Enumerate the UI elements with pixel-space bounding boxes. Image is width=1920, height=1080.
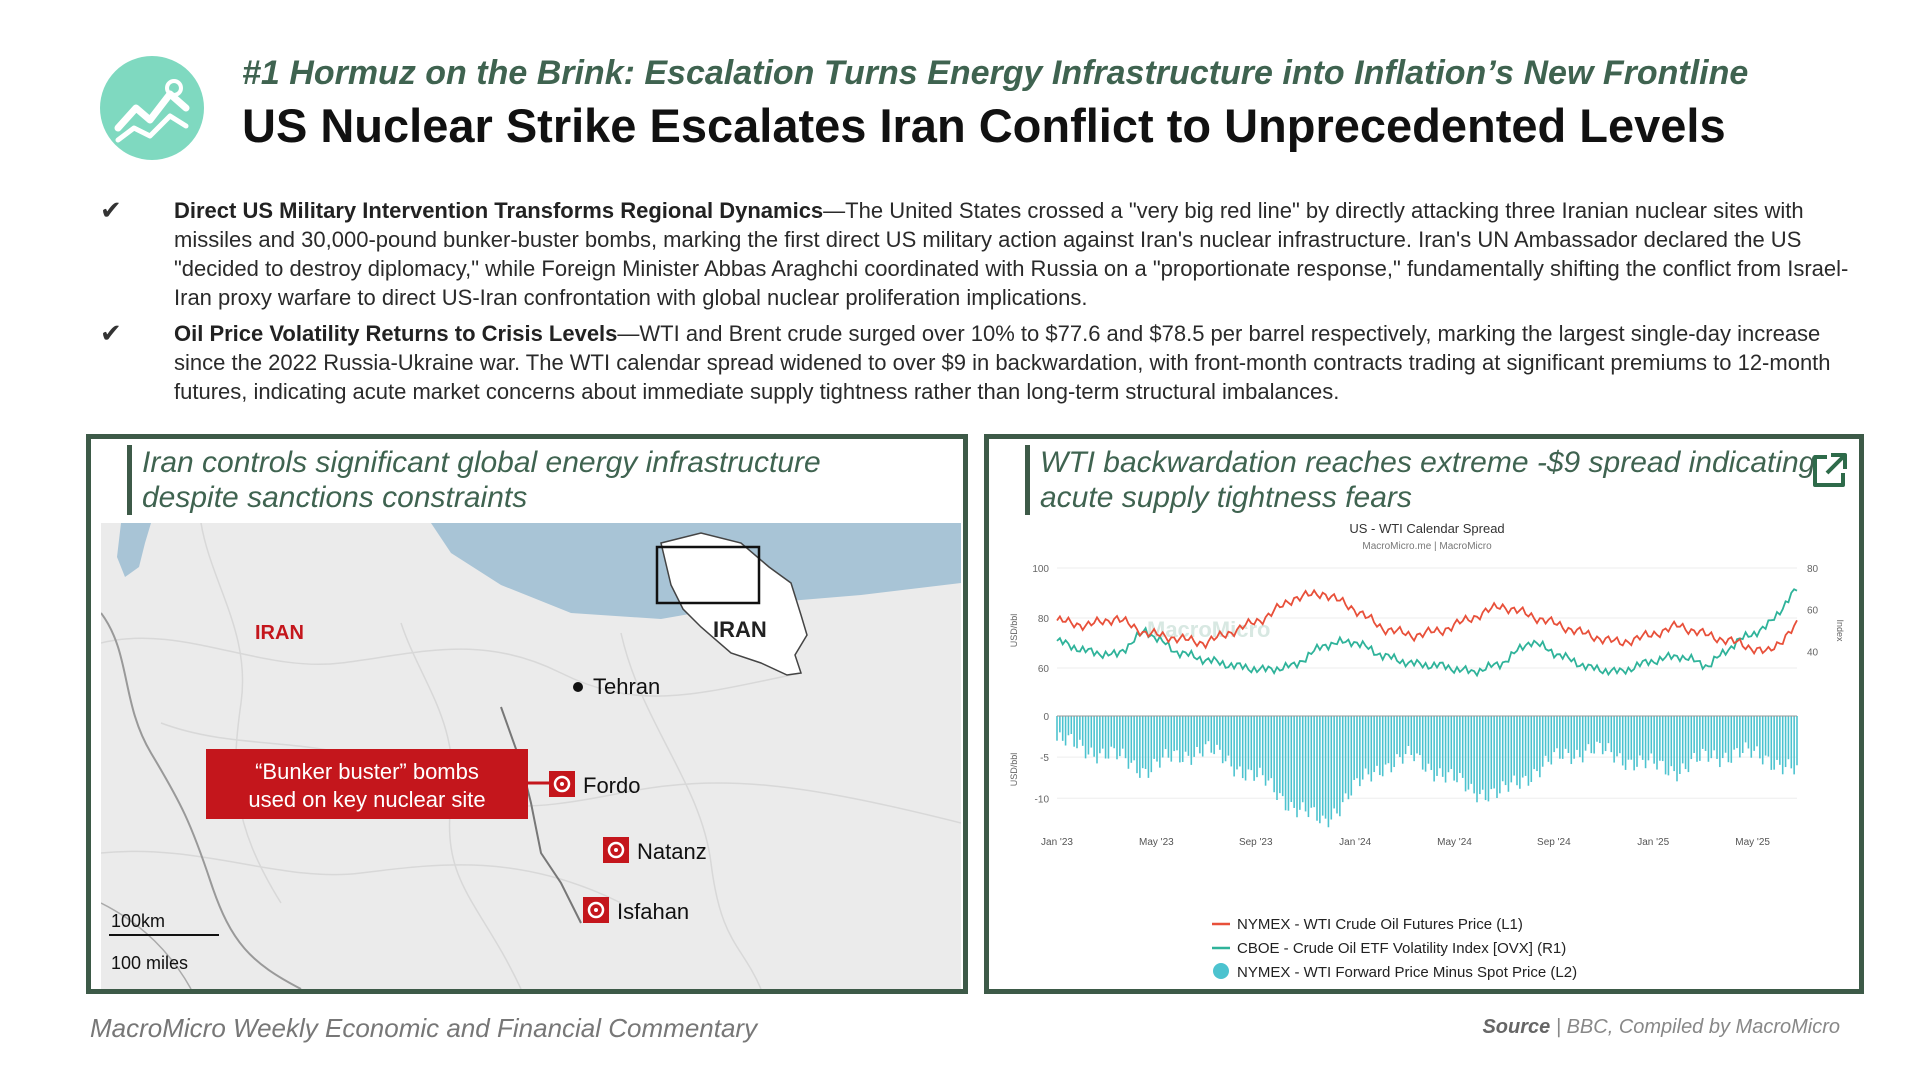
y-tick-label: -5 <box>1040 753 1049 764</box>
chart-legend: NYMEX - WTI Crude Oil Futures Price (L1)… <box>1212 916 1577 981</box>
bullet-text: —The United States crossed a "very big r… <box>174 198 1849 310</box>
page-subtitle: #1 Hormuz on the Brink: Escalation Turns… <box>242 54 1749 92</box>
trend-chart-icon <box>114 79 190 143</box>
source-text: | BBC, Compiled by MacroMicro <box>1550 1016 1840 1038</box>
x-tick-label: Sep '24 <box>1537 837 1571 848</box>
x-tick-label: May '23 <box>1139 837 1174 848</box>
footer-commentary: MacroMicro Weekly Economic and Financial… <box>90 1013 758 1043</box>
y-tick-label: 60 <box>1038 664 1050 675</box>
callout-box <box>206 749 528 819</box>
scale-miles: 100 miles <box>111 953 188 973</box>
bullet-text: —WTI and Brent crude surged over 10% to … <box>174 321 1831 404</box>
lake <box>117 523 151 577</box>
bullet-heading: Oil Price Volatility Returns to Crisis L… <box>174 321 618 346</box>
chart-panel-title: WTI backwardation reaches extreme -$9 sp… <box>1025 445 1820 515</box>
chart-panel: WTI backwardation reaches extreme -$9 sp… <box>984 434 1864 994</box>
y-axis-label: USD/bbl <box>1009 614 1019 648</box>
legend-entry: NYMEX - WTI Crude Oil Futures Price (L1) <box>1237 916 1523 933</box>
y2-tick-label: 80 <box>1807 564 1819 575</box>
x-tick-label: Jan '23 <box>1041 837 1073 848</box>
iran-map: IRAN IRAN Tehran “Bunker buster” bombs u… <box>101 523 961 989</box>
capital-label: Tehran <box>593 674 660 699</box>
country-label: IRAN <box>255 622 304 644</box>
page-title: US Nuclear Strike Escalates Iran Conflic… <box>242 99 1726 152</box>
external-link-icon[interactable] <box>1809 451 1849 491</box>
chart-subtitle: MacroMicro.me | MacroMicro <box>1362 541 1492 552</box>
legend-swatch <box>1213 963 1229 979</box>
capital-marker <box>573 682 583 692</box>
callout-line2: used on key nuclear site <box>248 787 485 812</box>
series-line <box>1056 588 1798 656</box>
y2-axis-label: Index <box>1835 619 1845 642</box>
bullet-item: ✔ Direct US Military Intervention Transf… <box>100 196 1860 312</box>
inset-map: IRAN <box>655 532 808 676</box>
series-line <box>1056 588 1798 678</box>
checkmark-icon: ✔ <box>100 195 122 225</box>
y-tick-label: 100 <box>1032 564 1049 575</box>
chart-title: US - WTI Calendar Spread <box>1349 523 1504 536</box>
bullet-heading: Direct US Military Intervention Transfor… <box>174 198 824 223</box>
y2-tick-label: 60 <box>1807 606 1819 617</box>
source-label: Source <box>1482 1016 1551 1038</box>
callout-line1: “Bunker buster” bombs <box>255 759 479 784</box>
bullet-item: ✔ Oil Price Volatility Returns to Crisis… <box>100 319 1860 406</box>
x-tick-label: Jan '24 <box>1339 837 1371 848</box>
y-tick-label: 0 <box>1043 712 1049 723</box>
bullet-list: ✔ Direct US Military Intervention Transf… <box>100 196 1860 413</box>
wti-spread-chart: US - WTI Calendar Spread MacroMicro.me |… <box>1009 523 1845 981</box>
x-tick-label: May '24 <box>1437 837 1472 848</box>
border-line <box>101 902 192 989</box>
site-isfahan: Isfahan <box>583 897 689 924</box>
site-label: Fordo <box>583 773 640 798</box>
site-fordo: Fordo <box>549 771 640 798</box>
brand-logo <box>100 56 204 160</box>
scale-km: 100km <box>111 911 165 931</box>
x-tick-label: Sep '23 <box>1239 837 1273 848</box>
checkmark-icon: ✔ <box>100 318 122 348</box>
legend-entry: CBOE - Crude Oil ETF Volatility Index [O… <box>1237 940 1566 957</box>
site-natanz: Natanz <box>603 837 707 864</box>
x-tick-label: Jan '25 <box>1637 837 1669 848</box>
site-label: Isfahan <box>617 899 689 924</box>
site-label: Natanz <box>637 839 707 864</box>
legend-entry: NYMEX - WTI Forward Price Minus Spot Pri… <box>1237 964 1577 981</box>
inset-label: IRAN <box>713 617 767 642</box>
y-tick-label: 80 <box>1038 614 1050 625</box>
y-tick-label: -10 <box>1035 794 1050 805</box>
map-panel: Iran controls significant global energy … <box>86 434 968 994</box>
border-line <box>101 612 302 989</box>
y-axis-label: USD/bbl <box>1009 753 1019 787</box>
terrain-lines <box>101 523 961 989</box>
footer-source: Source | BBC, Compiled by MacroMicro <box>1482 1016 1840 1039</box>
y2-tick-label: 40 <box>1807 647 1819 658</box>
map-panel-title: Iran controls significant global energy … <box>127 445 922 515</box>
x-tick-label: May '25 <box>1735 837 1770 848</box>
